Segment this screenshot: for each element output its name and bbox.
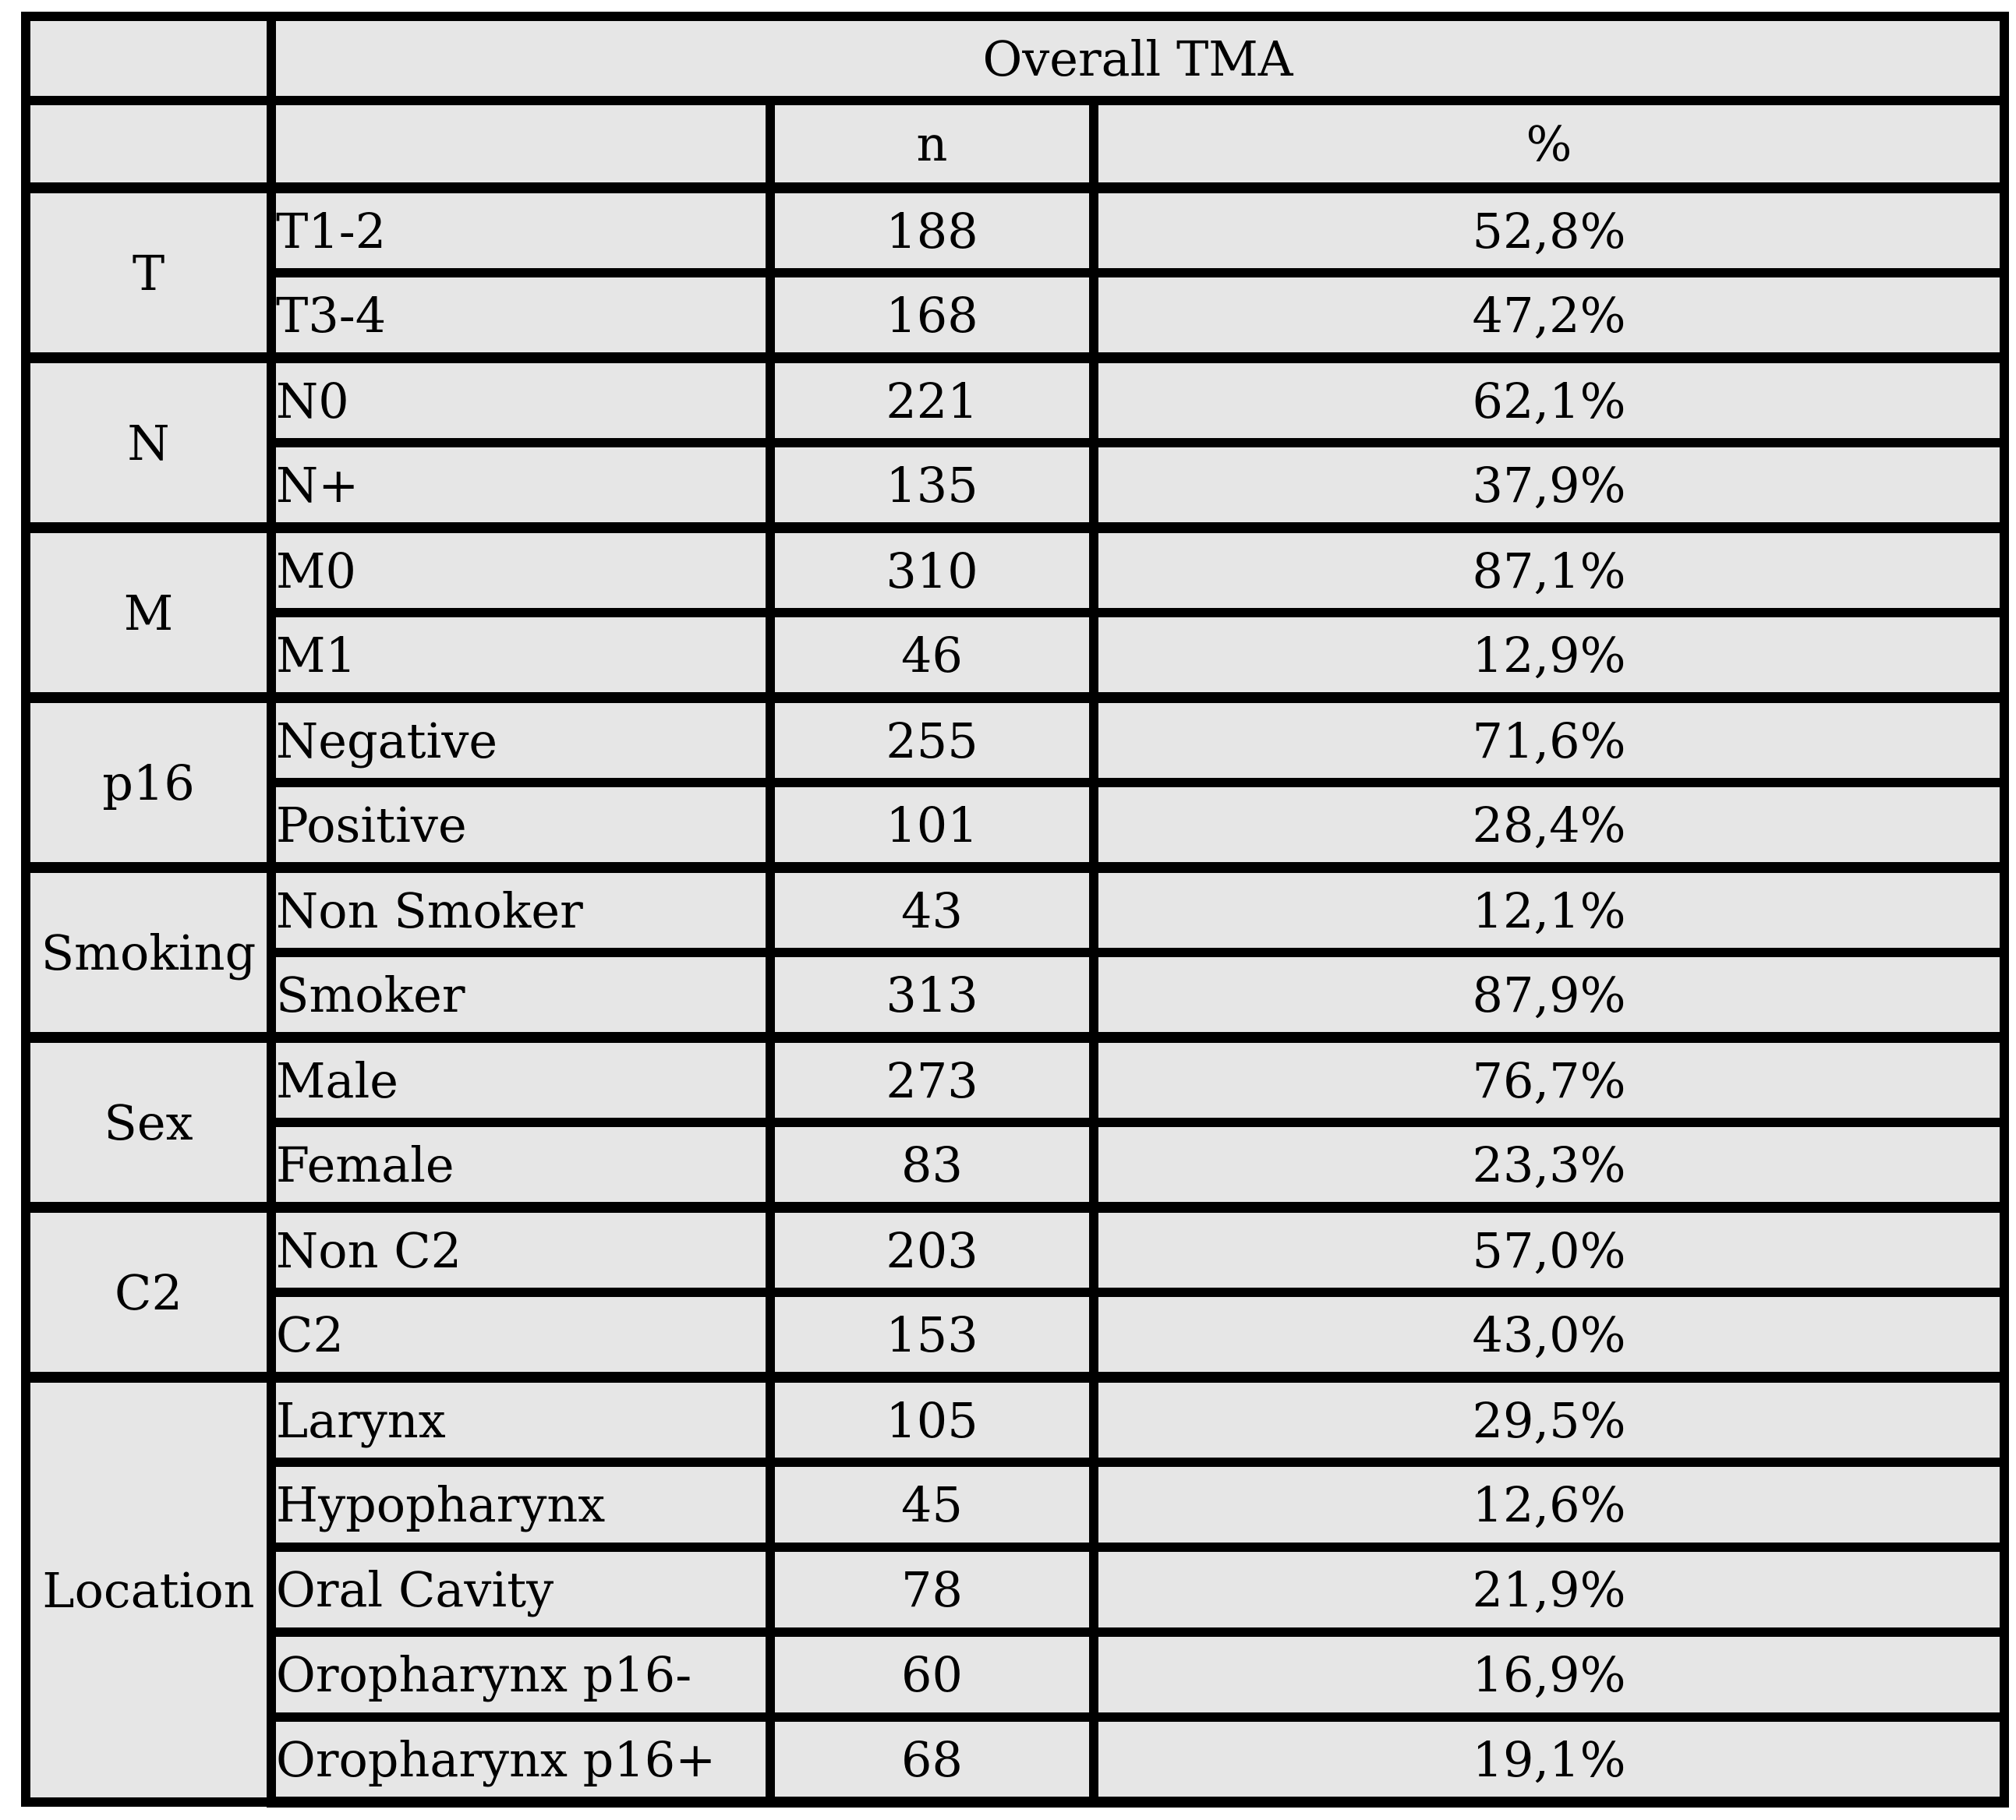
subcategory-cell: M1 bbox=[267, 608, 775, 702]
percent-value-cell: 37,9% bbox=[1088, 438, 2010, 532]
percent-value-cell: 23,3% bbox=[1088, 1118, 2010, 1212]
percent-value-cell: 12,6% bbox=[1088, 1458, 2010, 1552]
n-value-cell: 168 bbox=[766, 268, 1098, 362]
percent-value-cell: 87,1% bbox=[1088, 522, 2010, 617]
n-value-cell: 83 bbox=[766, 1118, 1098, 1212]
n-value-cell: 203 bbox=[766, 1202, 1098, 1297]
table-row: Hypopharynx 45 12,6% bbox=[26, 1458, 2010, 1552]
table-title: Overall TMA bbox=[266, 12, 2010, 105]
n-value-cell: 46 bbox=[766, 608, 1098, 702]
percent-value-cell: 57,0% bbox=[1088, 1202, 2010, 1297]
n-value-cell: 153 bbox=[766, 1288, 1098, 1382]
subcategory-cell: Hypopharynx bbox=[267, 1458, 775, 1552]
subcategory-cell: Oral Cavity bbox=[267, 1543, 775, 1637]
percent-value-cell: 76,7% bbox=[1088, 1032, 2010, 1127]
table-row: Smoking Non Smoker 43 12,1% bbox=[21, 862, 2010, 1042]
category-cell-c2: C2 bbox=[21, 1202, 276, 1382]
subcategory-cell: Negative bbox=[267, 692, 775, 787]
n-value-cell: 60 bbox=[766, 1627, 1098, 1722]
table-row: C2 153 43,0% bbox=[26, 1288, 2010, 1382]
category-cell-n: N bbox=[21, 352, 276, 532]
percent-value-cell: 16,9% bbox=[1088, 1627, 2010, 1722]
table-row: Oral Cavity 78 21,9% bbox=[26, 1543, 2010, 1637]
category-cell-p16: p16 bbox=[21, 692, 276, 872]
table-row: N N0 221 62,1% bbox=[21, 352, 2010, 532]
tma-characteristics-table: Overall TMA n % T T1-2 188 52,8% T3-4 16… bbox=[21, 12, 2010, 1808]
subcategory-cell: Oropharynx p16- bbox=[267, 1627, 775, 1722]
header-spacer bbox=[21, 96, 276, 193]
subcategory-cell: N0 bbox=[267, 352, 775, 447]
subcategory-cell: Female bbox=[267, 1118, 775, 1212]
subcategory-cell: Male bbox=[267, 1032, 775, 1127]
table-row: Positive 101 28,4% bbox=[26, 778, 2010, 872]
percent-value-cell: 12,9% bbox=[1088, 608, 2010, 702]
table-row: Smoker 313 87,9% bbox=[26, 948, 2010, 1042]
percent-value-cell: 19,1% bbox=[1088, 1712, 2010, 1808]
category-cell-location: Location bbox=[21, 1372, 276, 1807]
n-value-cell: 188 bbox=[766, 182, 1098, 277]
column-header-percent: % bbox=[1088, 96, 2010, 193]
n-value-cell: 68 bbox=[766, 1712, 1098, 1808]
subcategory-cell: Smoker bbox=[267, 948, 775, 1042]
table-row: M M0 310 87,1% bbox=[21, 522, 2010, 702]
category-cell-t: T bbox=[21, 182, 276, 362]
percent-value-cell: 43,0% bbox=[1088, 1288, 2010, 1382]
header-spacer bbox=[21, 12, 276, 105]
table-row: N+ 135 37,9% bbox=[26, 438, 2010, 532]
n-value-cell: 43 bbox=[766, 862, 1098, 957]
n-value-cell: 313 bbox=[766, 948, 1098, 1042]
percent-value-cell: 12,1% bbox=[1088, 862, 2010, 957]
subcategory-cell: T3-4 bbox=[267, 268, 775, 362]
table-row: C2 Non C2 203 57,0% bbox=[21, 1202, 2010, 1382]
percent-value-cell: 71,6% bbox=[1088, 692, 2010, 787]
n-value-cell: 105 bbox=[766, 1372, 1098, 1467]
table-row: M1 46 12,9% bbox=[26, 608, 2010, 702]
percent-value-cell: 21,9% bbox=[1088, 1543, 2010, 1637]
table-row: Sex Male 273 76,7% bbox=[21, 1032, 2010, 1212]
table-row: Oropharynx p16+ 68 19,1% bbox=[26, 1712, 2010, 1808]
n-value-cell: 221 bbox=[766, 352, 1098, 447]
table-row: p16 Negative 255 71,6% bbox=[21, 692, 2010, 872]
percent-value-cell: 47,2% bbox=[1088, 268, 2010, 362]
category-cell-sex: Sex bbox=[21, 1032, 276, 1212]
percent-value-cell: 87,9% bbox=[1088, 948, 2010, 1042]
subcategory-cell: M0 bbox=[267, 522, 775, 617]
percent-value-cell: 52,8% bbox=[1088, 182, 2010, 277]
n-value-cell: 101 bbox=[766, 778, 1098, 872]
subcategory-cell: C2 bbox=[267, 1288, 775, 1382]
table-row: Female 83 23,3% bbox=[26, 1118, 2010, 1212]
table-header-row: Overall TMA bbox=[21, 12, 2010, 105]
table-row: T3-4 168 47,2% bbox=[26, 268, 2010, 362]
subcategory-cell: Oropharynx p16+ bbox=[267, 1712, 775, 1808]
n-value-cell: 310 bbox=[766, 522, 1098, 617]
category-cell-m: M bbox=[21, 522, 276, 702]
table-row: T T1-2 188 52,8% bbox=[21, 182, 2010, 362]
percent-value-cell: 29,5% bbox=[1088, 1372, 2010, 1467]
n-value-cell: 78 bbox=[766, 1543, 1098, 1637]
table-row: Location Larynx 105 29,5% bbox=[21, 1372, 2010, 1807]
column-header-n: n bbox=[766, 96, 1098, 193]
column-header-row: n % bbox=[21, 96, 2010, 193]
table-row: Oropharynx p16- 60 16,9% bbox=[26, 1627, 2010, 1722]
n-value-cell: 135 bbox=[766, 438, 1098, 532]
subcategory-cell: T1-2 bbox=[267, 182, 775, 277]
percent-value-cell: 28,4% bbox=[1088, 778, 2010, 872]
n-value-cell: 255 bbox=[766, 692, 1098, 787]
n-value-cell: 45 bbox=[766, 1458, 1098, 1552]
subcategory-cell: N+ bbox=[267, 438, 775, 532]
n-value-cell: 273 bbox=[766, 1032, 1098, 1127]
category-cell-smoking: Smoking bbox=[21, 862, 276, 1042]
blank-header-cell bbox=[267, 96, 775, 193]
subcategory-cell: Non Smoker bbox=[267, 862, 775, 957]
subcategory-cell: Larynx bbox=[267, 1372, 775, 1467]
subcategory-cell: Non C2 bbox=[267, 1202, 775, 1297]
subcategory-cell: Positive bbox=[267, 778, 775, 872]
percent-value-cell: 62,1% bbox=[1088, 352, 2010, 447]
